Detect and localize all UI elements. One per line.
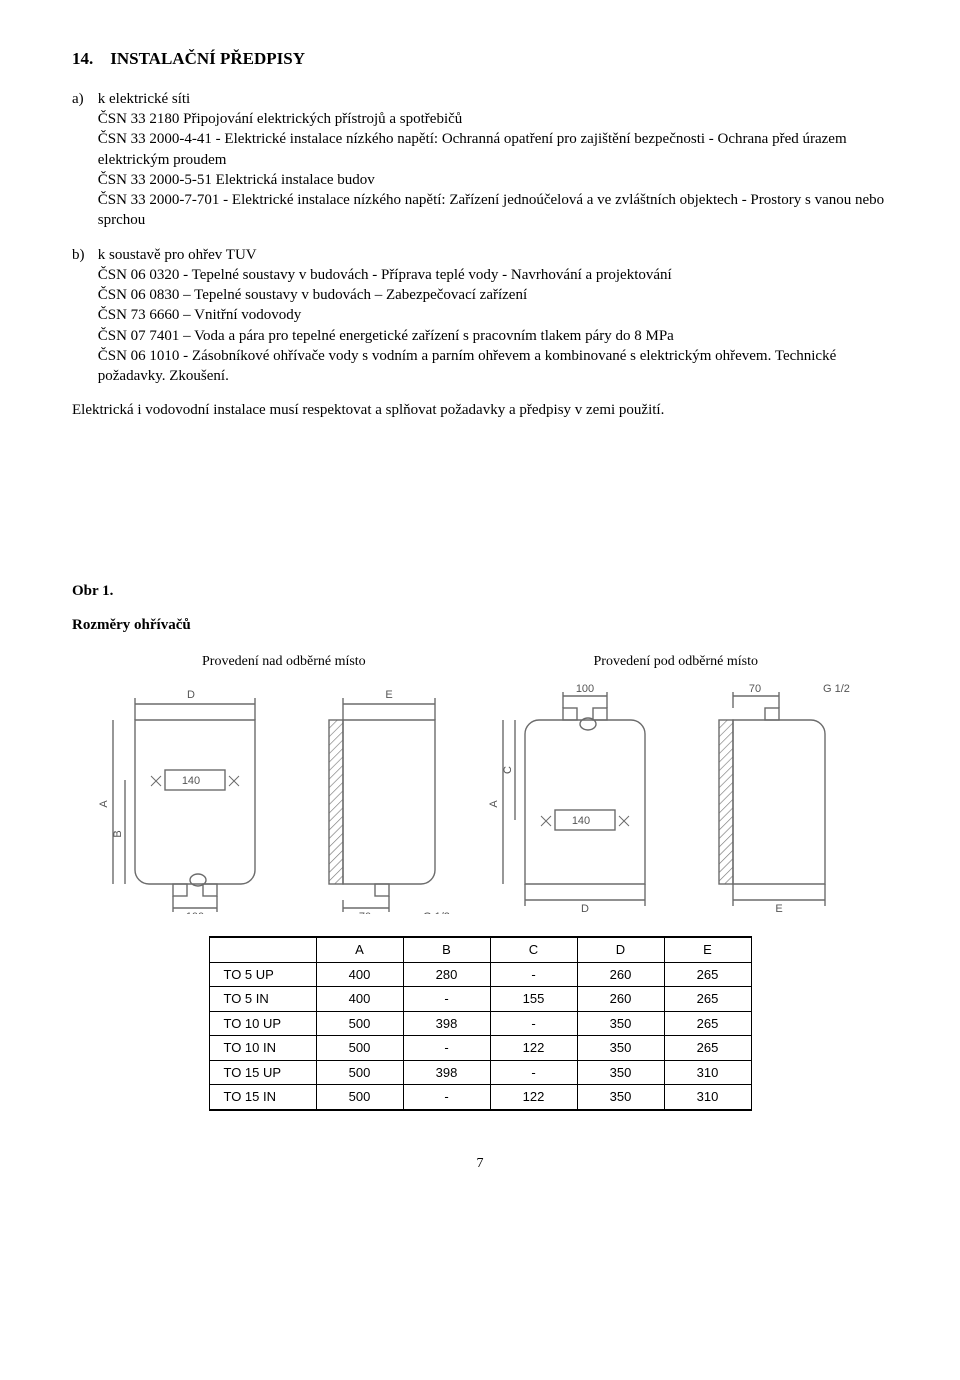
list-line: ČSN 33 2180 Připojování elektrických pří… — [98, 111, 463, 127]
list-label: a) — [72, 89, 94, 109]
section-number: 14. — [72, 49, 93, 68]
list-line: ČSN 06 1010 - Zásobníkové ohřívače vody … — [98, 348, 837, 384]
svg-text:140: 140 — [182, 775, 200, 787]
list-heading: k elektrické síti — [98, 91, 190, 107]
table-header: D — [577, 937, 664, 962]
list-heading: k soustavě pro ohřev TUV — [98, 247, 257, 263]
svg-text:A: A — [98, 800, 110, 808]
list-line: ČSN 33 2000-5-51 Elektrická instalace bu… — [98, 172, 375, 188]
list-line: ČSN 07 7401 – Voda a pára pro tepelné en… — [98, 328, 674, 344]
svg-text:G 1/2: G 1/2 — [423, 911, 450, 914]
diagram-row: D 140 A B 100 E 70 — [72, 684, 888, 914]
table-header — [209, 937, 316, 962]
svg-text:E: E — [385, 689, 392, 701]
table-row: TO 10 UP 500 398 - 350 265 — [209, 1011, 751, 1036]
svg-text:E: E — [775, 903, 782, 914]
list-item-b: b) k soustavě pro ohřev TUV ČSN 06 0320 … — [72, 245, 888, 387]
diagram-right-front: 100 140 A C D — [485, 684, 685, 914]
svg-text:G 1/2: G 1/2 — [823, 684, 850, 695]
svg-text:140: 140 — [572, 815, 590, 827]
table-header: A — [316, 937, 403, 962]
svg-text:70: 70 — [359, 911, 371, 914]
svg-text:C: C — [502, 766, 514, 774]
svg-text:A: A — [488, 800, 500, 808]
table-row: TO 5 IN 400 - 155 260 265 — [209, 987, 751, 1012]
table-header: C — [490, 937, 577, 962]
section-heading: INSTALAČNÍ PŘEDPISY — [110, 49, 305, 68]
list-label: b) — [72, 245, 94, 265]
caption-left: Provedení nad odběrné místo — [202, 653, 366, 672]
closing-paragraph: Elektrická i vodovodní instalace musí re… — [72, 400, 888, 420]
list-line: ČSN 73 6660 – Vnitřní vodovody — [98, 307, 302, 323]
svg-text:100: 100 — [576, 684, 594, 695]
caption-row: Provedení nad odběrné místo Provedení po… — [72, 653, 888, 672]
list-line: ČSN 06 0320 - Tepelné soustavy v budovác… — [98, 267, 672, 283]
svg-text:100: 100 — [186, 911, 204, 914]
table-row: TO 15 IN 500 - 122 350 310 — [209, 1085, 751, 1110]
list-line: ČSN 33 2000-4-41 - Elektrické instalace … — [98, 131, 847, 167]
page-number: 7 — [72, 1155, 888, 1174]
list-line: ČSN 33 2000-7-701 - Elektrické instalace… — [98, 192, 884, 228]
table-header: B — [403, 937, 490, 962]
table-header: E — [664, 937, 751, 962]
svg-text:D: D — [581, 903, 589, 914]
caption-right: Provedení pod odběrné místo — [594, 653, 758, 672]
figure-subheading: Rozměry ohřívačů — [72, 615, 888, 635]
diagram-right-side: 70 G 1/2 E — [695, 684, 865, 914]
svg-text:D: D — [187, 689, 195, 701]
svg-text:70: 70 — [749, 684, 761, 695]
table-row: TO 10 IN 500 - 122 350 265 — [209, 1036, 751, 1061]
dimensions-table: A B C D E TO 5 UP 400 280 - 260 265 TO 5… — [209, 936, 752, 1111]
table-row: TO 5 UP 400 280 - 260 265 — [209, 962, 751, 987]
diagram-left-side: E 70 G 1/2 — [305, 684, 475, 914]
table-row: TO 15 UP 500 398 - 350 310 — [209, 1060, 751, 1085]
list-line: ČSN 06 0830 – Tepelné soustavy v budovác… — [98, 287, 527, 303]
figure-label: Obr 1. — [72, 581, 888, 601]
list-item-a: a) k elektrické síti ČSN 33 2180 Připojo… — [72, 89, 888, 231]
section-title: 14. INSTALAČNÍ PŘEDPISY — [72, 48, 888, 71]
svg-text:B: B — [112, 830, 124, 837]
diagram-left-front: D 140 A B 100 — [95, 684, 295, 914]
